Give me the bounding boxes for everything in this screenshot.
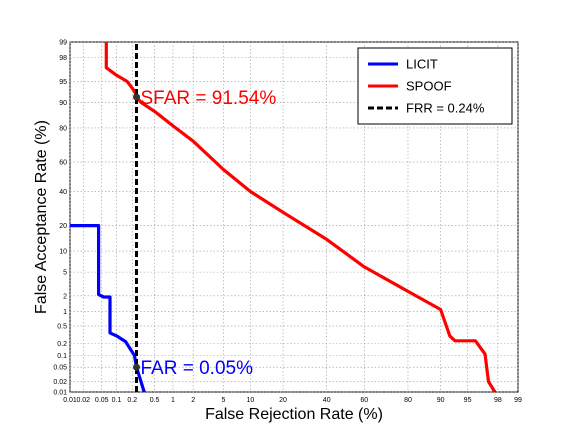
x-tick-label: 99 xyxy=(514,397,522,404)
y-tick-label: 2 xyxy=(63,293,67,300)
x-tick-label: 0.2 xyxy=(127,397,137,404)
y-axis-ticks: 0.01 0.02 0.05 0.1 0.2 0.5 1 2 5 10 20 40 60 80 90 95 98… xyxy=(53,40,67,397)
x-tick-label: 2 xyxy=(191,397,195,404)
y-tick-label: 0.1 xyxy=(57,353,67,360)
y-tick-label: 99 xyxy=(59,40,67,47)
y-axis-label: False Acceptance Rate (%) xyxy=(33,120,50,314)
y-tick-label: 0.5 xyxy=(57,323,67,330)
y-tick-label: 40 xyxy=(59,189,67,196)
x-tick-label: 10 xyxy=(246,397,254,404)
y-tick-label: 20 xyxy=(59,223,67,230)
x-tick-label: 95 xyxy=(464,397,472,404)
x-tick-label: 90 xyxy=(437,397,445,404)
annotation-label: SFAR = 91.54% xyxy=(141,88,277,109)
x-tick-label: 98 xyxy=(494,397,502,404)
y-tick-label: 80 xyxy=(59,125,67,132)
y-tick-label: 98 xyxy=(59,55,67,62)
x-tick-label: 0.05 xyxy=(95,397,109,404)
x-tick-label: 5 xyxy=(221,397,225,404)
operating-point-marker xyxy=(133,363,141,371)
y-tick-label: 5 xyxy=(63,270,67,277)
x-tick-label: 1 xyxy=(171,397,175,404)
x-tick-label: 0.01 xyxy=(63,397,77,404)
y-tick-label: 1 xyxy=(63,309,67,316)
x-tick-label: 40 xyxy=(323,397,331,404)
legend-label: LICIT xyxy=(406,57,438,72)
x-tick-label: 0.5 xyxy=(150,397,160,404)
x-tick-label: 0.02 xyxy=(76,397,90,404)
x-axis-ticks: 0.01 0.02 0.05 0.1 0.2 0.5 1 2 5 10 20 40 60 80 90 95 98… xyxy=(63,397,522,404)
legend: LICIT SPOOF FRR = 0.24% xyxy=(357,47,513,125)
y-tick-label: 0.02 xyxy=(53,379,67,386)
series-line-spoof xyxy=(104,42,497,393)
y-tick-label: 60 xyxy=(59,160,67,167)
operating-point-marker xyxy=(133,93,141,101)
annotation-label: FAR = 0.05% xyxy=(141,358,254,379)
x-tick-label: 0.1 xyxy=(112,397,122,404)
grid-lines xyxy=(69,41,519,393)
x-axis-label: False Rejection Rate (%) xyxy=(205,406,383,423)
y-tick-label: 95 xyxy=(59,79,67,86)
x-tick-label: 20 xyxy=(279,397,287,404)
y-tick-label: 10 xyxy=(59,249,67,256)
x-tick-label: 60 xyxy=(360,397,368,404)
y-tick-label: 0.2 xyxy=(57,341,67,348)
x-tick-label: 80 xyxy=(404,397,412,404)
y-tick-label: 90 xyxy=(59,100,67,107)
y-tick-label: 0.01 xyxy=(53,390,67,397)
legend-label: SPOOF xyxy=(406,79,452,94)
y-tick-label: 0.05 xyxy=(53,365,67,372)
annotations: SFAR = 91.54% FAR = 0.05% xyxy=(133,88,276,379)
legend-label: FRR = 0.24% xyxy=(406,101,485,116)
